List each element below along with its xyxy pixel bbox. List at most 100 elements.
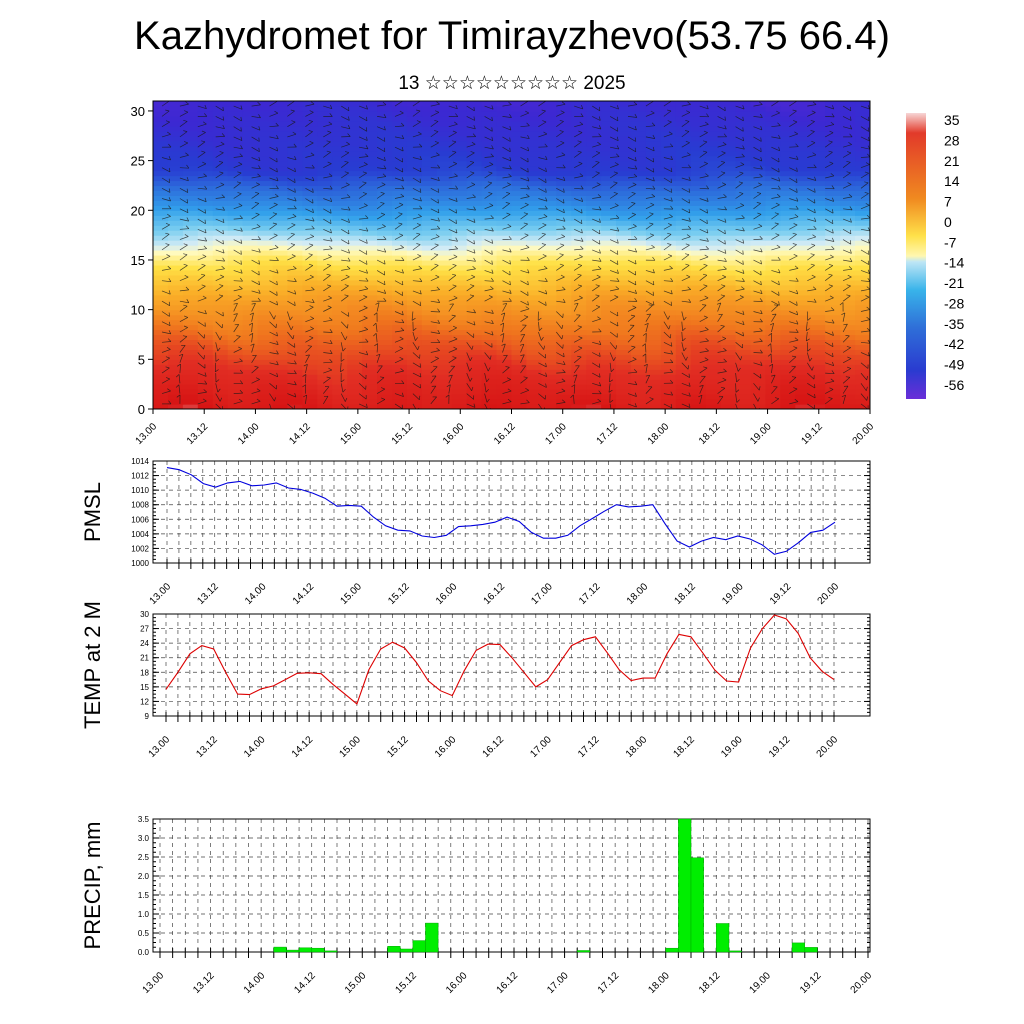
heatmap-cell xyxy=(571,404,587,409)
wind-barb xyxy=(645,323,649,333)
wind-barb-tail xyxy=(330,219,332,224)
heatmap-cell xyxy=(795,165,811,172)
heatmap-cell xyxy=(272,150,289,157)
heatmap-cell xyxy=(735,314,752,321)
heatmap-cell xyxy=(182,404,199,409)
wind-barb-tail xyxy=(616,215,620,219)
wind-barb xyxy=(179,208,189,214)
heatmap-cell xyxy=(601,319,617,326)
heatmap-cell xyxy=(227,274,244,281)
heatmap-cell xyxy=(825,195,841,201)
wind-barb-tail xyxy=(490,215,494,219)
heatmap-cell xyxy=(750,314,767,321)
heatmap-cell xyxy=(421,269,438,276)
heatmap-cell xyxy=(750,299,767,306)
wind-barb-tail xyxy=(204,219,206,224)
heatmap-cell xyxy=(690,165,707,172)
heatmap-cell xyxy=(541,319,557,326)
heatmap-cell xyxy=(153,334,169,341)
heatmap-cell xyxy=(660,324,677,331)
heatmap-cell xyxy=(287,180,303,187)
heatmap-cell xyxy=(197,399,214,405)
heatmap-cell xyxy=(526,304,542,311)
heatmap-cell xyxy=(660,334,677,341)
heatmap-cell xyxy=(511,110,528,117)
heatmap-cell xyxy=(810,369,826,375)
heatmap-cell xyxy=(526,250,542,256)
wind-barb-tail xyxy=(721,284,726,287)
wind-barb xyxy=(412,352,420,359)
wind-barb-tail xyxy=(305,354,310,356)
heatmap-cell xyxy=(436,101,453,107)
wind-barb-tail xyxy=(849,257,853,262)
wind-barb xyxy=(412,255,422,261)
wind-barb-tail xyxy=(469,377,473,382)
wind-barb-tail xyxy=(810,263,815,266)
wind-barb-tail xyxy=(340,369,344,373)
heatmap-cell xyxy=(825,110,841,117)
wind-barb-tail xyxy=(846,171,851,174)
heatmap-cell xyxy=(750,394,767,400)
heatmap-cell xyxy=(377,210,393,216)
heatmap-cell xyxy=(526,364,542,370)
heatmap-cell xyxy=(601,145,617,152)
heatmap-cell xyxy=(795,399,811,405)
wind-barb-tail xyxy=(652,177,655,182)
wind-barb-tail xyxy=(221,265,225,270)
heatmap-cell xyxy=(675,379,692,385)
heatmap-cell xyxy=(421,225,438,231)
wind-barb xyxy=(251,303,256,312)
heatmap-cell xyxy=(377,349,393,355)
wind-barb-tail xyxy=(490,153,494,157)
heatmap-cell xyxy=(392,304,408,311)
wind-barb-tail xyxy=(488,171,493,174)
heatmap-cell xyxy=(705,150,722,157)
heatmap-cell xyxy=(541,105,557,112)
wind-barb xyxy=(412,167,422,173)
heatmap-cell xyxy=(317,190,333,196)
heatmap-cell xyxy=(362,304,378,311)
heatmap-cell xyxy=(511,404,528,409)
heatmap-cell xyxy=(690,225,707,231)
wind-barb-tail xyxy=(327,305,332,308)
wind-barb-tail xyxy=(327,254,332,258)
heatmap-cell xyxy=(840,379,856,385)
heatmap-cell xyxy=(601,185,617,192)
wind-barb-tail xyxy=(644,322,649,326)
heatmap-cell xyxy=(332,304,348,311)
heatmap-cell xyxy=(705,274,722,281)
heatmap-cell xyxy=(601,165,617,172)
heatmap-cell xyxy=(377,140,393,147)
heatmap-cell xyxy=(153,284,169,291)
heatmap-cell xyxy=(257,379,274,385)
heatmap-cell xyxy=(601,379,617,385)
wind-barb-tail xyxy=(275,257,279,261)
heatmap-cell xyxy=(825,309,841,316)
heatmap-cell xyxy=(377,264,393,271)
heatmap-cell xyxy=(720,299,737,306)
heatmap-cell xyxy=(466,364,483,370)
heatmap-cell xyxy=(242,150,259,157)
wind-barb xyxy=(556,331,563,340)
heatmap-cell xyxy=(690,274,707,281)
wind-barb-tail xyxy=(293,370,297,374)
wind-barb-tail xyxy=(273,315,276,320)
wind-barb xyxy=(466,295,475,302)
heatmap-cell xyxy=(735,369,752,375)
wind-barb-tail xyxy=(290,326,294,331)
wind-barb-tail xyxy=(706,229,709,234)
heatmap-cell xyxy=(287,205,303,211)
heatmap-cell xyxy=(272,245,289,251)
wind-barb xyxy=(323,297,332,302)
wind-barb xyxy=(179,327,188,333)
heatmap-cell xyxy=(631,170,647,177)
heatmap-cell xyxy=(690,279,707,286)
heatmap-cell xyxy=(825,304,841,311)
heatmap-cell xyxy=(511,200,528,206)
heatmap-cell xyxy=(855,195,870,201)
wind-barb xyxy=(161,280,171,283)
heatmap-cell xyxy=(840,264,856,271)
heatmap-cell xyxy=(556,190,572,196)
wind-barb-tail xyxy=(380,202,385,204)
wind-barb-tail xyxy=(274,193,279,197)
